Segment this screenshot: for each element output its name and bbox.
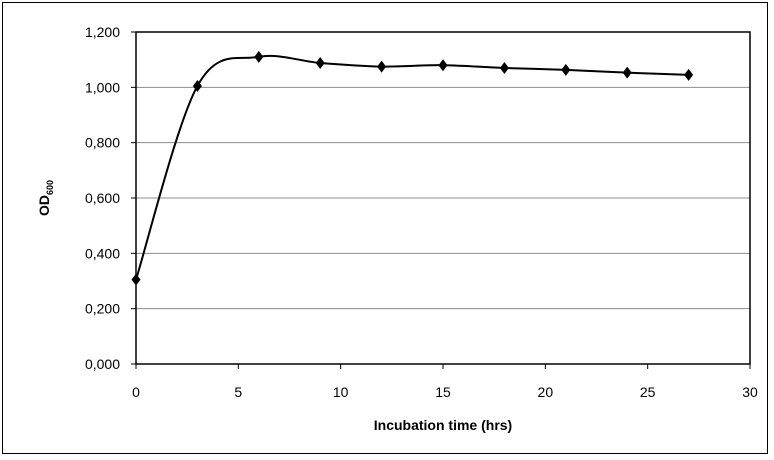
data-point-marker — [622, 66, 632, 79]
x-tick-label: 5 — [234, 384, 242, 400]
y-axis-ticks: 0,000 0,200 0,400 0,600 0,800 1,000 1,200 — [85, 24, 136, 372]
y-tick-label: 0,200 — [85, 301, 120, 317]
y-tick-label: 1,000 — [85, 79, 120, 95]
data-point-marker — [377, 60, 387, 73]
data-point-marker — [131, 273, 141, 286]
x-tick-label: 30 — [742, 384, 758, 400]
data-point-marker — [438, 59, 448, 72]
chart-frame — [2, 2, 768, 454]
x-tick-label: 15 — [435, 384, 451, 400]
data-point-marker — [254, 50, 264, 63]
y-axis-title: OD600 — [36, 180, 55, 216]
data-point-marker — [499, 61, 509, 74]
y-tick-label: 1,200 — [85, 24, 120, 40]
y-tick-label: 0,600 — [85, 190, 120, 206]
y-tick-label: 0,000 — [85, 356, 120, 372]
data-point-marker — [192, 79, 202, 92]
x-axis-title: Incubation time (hrs) — [374, 417, 512, 433]
data-point-marker — [315, 56, 325, 69]
series-line — [135, 54, 689, 280]
data-point-marker — [684, 68, 694, 81]
y-tick-label: 0,800 — [85, 135, 120, 151]
data-point-marker — [561, 63, 571, 76]
x-tick-label: 0 — [132, 384, 140, 400]
x-tick-label: 25 — [640, 384, 656, 400]
x-axis-ticks: 0 5 10 15 20 25 30 — [132, 364, 758, 400]
y-axis-title-main: OD — [36, 195, 52, 216]
gridlines — [136, 86, 750, 310]
y-tick-label: 0,400 — [85, 245, 120, 261]
series-markers — [131, 50, 694, 286]
x-tick-label: 20 — [538, 384, 554, 400]
y-axis-title-subscript: 600 — [45, 180, 55, 195]
x-tick-label: 10 — [333, 384, 349, 400]
